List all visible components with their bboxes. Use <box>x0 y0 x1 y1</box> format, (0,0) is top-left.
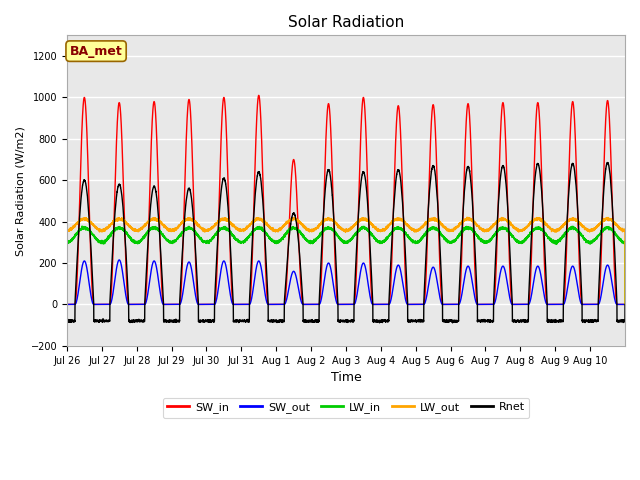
Line: SW_in: SW_in <box>67 96 625 304</box>
Rnet <box>376 320 383 326</box>
SW_in <box>63 301 71 307</box>
LW_in <box>483 240 490 245</box>
SW_out <box>63 301 71 307</box>
LW_out <box>463 215 471 220</box>
Legend: SW_in, SW_out, LW_in, LW_out, Rnet: SW_in, SW_out, LW_in, LW_out, Rnet <box>163 398 529 418</box>
SW_out <box>234 301 242 307</box>
Line: LW_in: LW_in <box>67 226 625 304</box>
SW_out <box>483 301 490 307</box>
Line: Rnet: Rnet <box>67 163 625 323</box>
LW_in <box>63 239 71 245</box>
Rnet <box>550 319 557 324</box>
SW_out <box>314 301 321 307</box>
Rnet <box>621 301 629 307</box>
LW_in <box>314 235 321 241</box>
SW_in <box>83 119 90 125</box>
LW_out <box>234 228 242 233</box>
SW_in <box>314 301 321 307</box>
Y-axis label: Solar Radiation (W/m2): Solar Radiation (W/m2) <box>15 126 25 255</box>
Rnet <box>83 185 90 191</box>
SW_in <box>208 301 216 307</box>
LW_out <box>314 225 321 231</box>
Rnet <box>234 318 242 324</box>
Rnet <box>208 318 216 324</box>
SW_in <box>550 301 557 307</box>
LW_in <box>208 237 216 242</box>
SW_in <box>483 301 490 307</box>
Rnet <box>314 318 321 324</box>
SW_out <box>621 301 629 307</box>
X-axis label: Time: Time <box>331 371 362 384</box>
LW_out <box>483 228 490 233</box>
Line: SW_out: SW_out <box>67 260 625 304</box>
Rnet <box>483 318 490 324</box>
LW_in <box>83 225 90 230</box>
LW_out <box>621 301 629 307</box>
SW_in <box>234 301 242 307</box>
SW_in <box>621 301 629 307</box>
LW_in <box>78 223 86 229</box>
LW_in <box>234 239 242 244</box>
Rnet <box>63 318 71 324</box>
SW_out <box>115 257 123 263</box>
SW_out <box>550 301 557 307</box>
LW_out <box>550 228 557 234</box>
SW_out <box>208 301 216 307</box>
Line: LW_out: LW_out <box>67 217 625 304</box>
LW_in <box>550 237 557 243</box>
LW_out <box>208 226 216 231</box>
SW_in <box>255 93 262 98</box>
SW_out <box>83 263 90 269</box>
Rnet <box>604 160 612 166</box>
Text: BA_met: BA_met <box>70 45 122 58</box>
LW_out <box>83 216 90 222</box>
Title: Solar Radiation: Solar Radiation <box>288 15 404 30</box>
LW_in <box>621 301 629 307</box>
LW_out <box>63 228 71 234</box>
